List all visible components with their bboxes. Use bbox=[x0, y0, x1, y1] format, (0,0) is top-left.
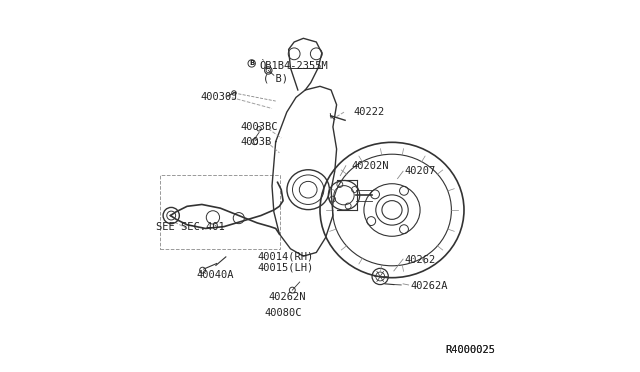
Text: 40207: 40207 bbox=[405, 166, 436, 176]
Text: 40080C: 40080C bbox=[264, 308, 302, 318]
Text: 40222: 40222 bbox=[353, 107, 385, 117]
Text: 40262: 40262 bbox=[405, 255, 436, 265]
Text: 40202N: 40202N bbox=[351, 161, 389, 171]
Text: ( B): ( B) bbox=[263, 74, 288, 84]
Text: B: B bbox=[249, 60, 254, 67]
Text: ÒB1B4-2355M: ÒB1B4-2355M bbox=[259, 61, 328, 71]
Text: R4000025: R4000025 bbox=[445, 345, 495, 355]
Text: 40030J: 40030J bbox=[200, 92, 237, 102]
Text: 40014(RH): 40014(RH) bbox=[257, 251, 314, 261]
Text: R4000025: R4000025 bbox=[445, 345, 495, 355]
Text: 40015(LH): 40015(LH) bbox=[257, 262, 314, 272]
Text: 40262N: 40262N bbox=[268, 292, 306, 302]
Text: SEE SEC.401: SEE SEC.401 bbox=[156, 222, 225, 232]
Text: 4003B: 4003B bbox=[241, 137, 272, 147]
Text: 40040A: 40040A bbox=[196, 270, 234, 280]
Text: 4003BC: 4003BC bbox=[241, 122, 278, 132]
Text: 40262A: 40262A bbox=[410, 281, 448, 291]
